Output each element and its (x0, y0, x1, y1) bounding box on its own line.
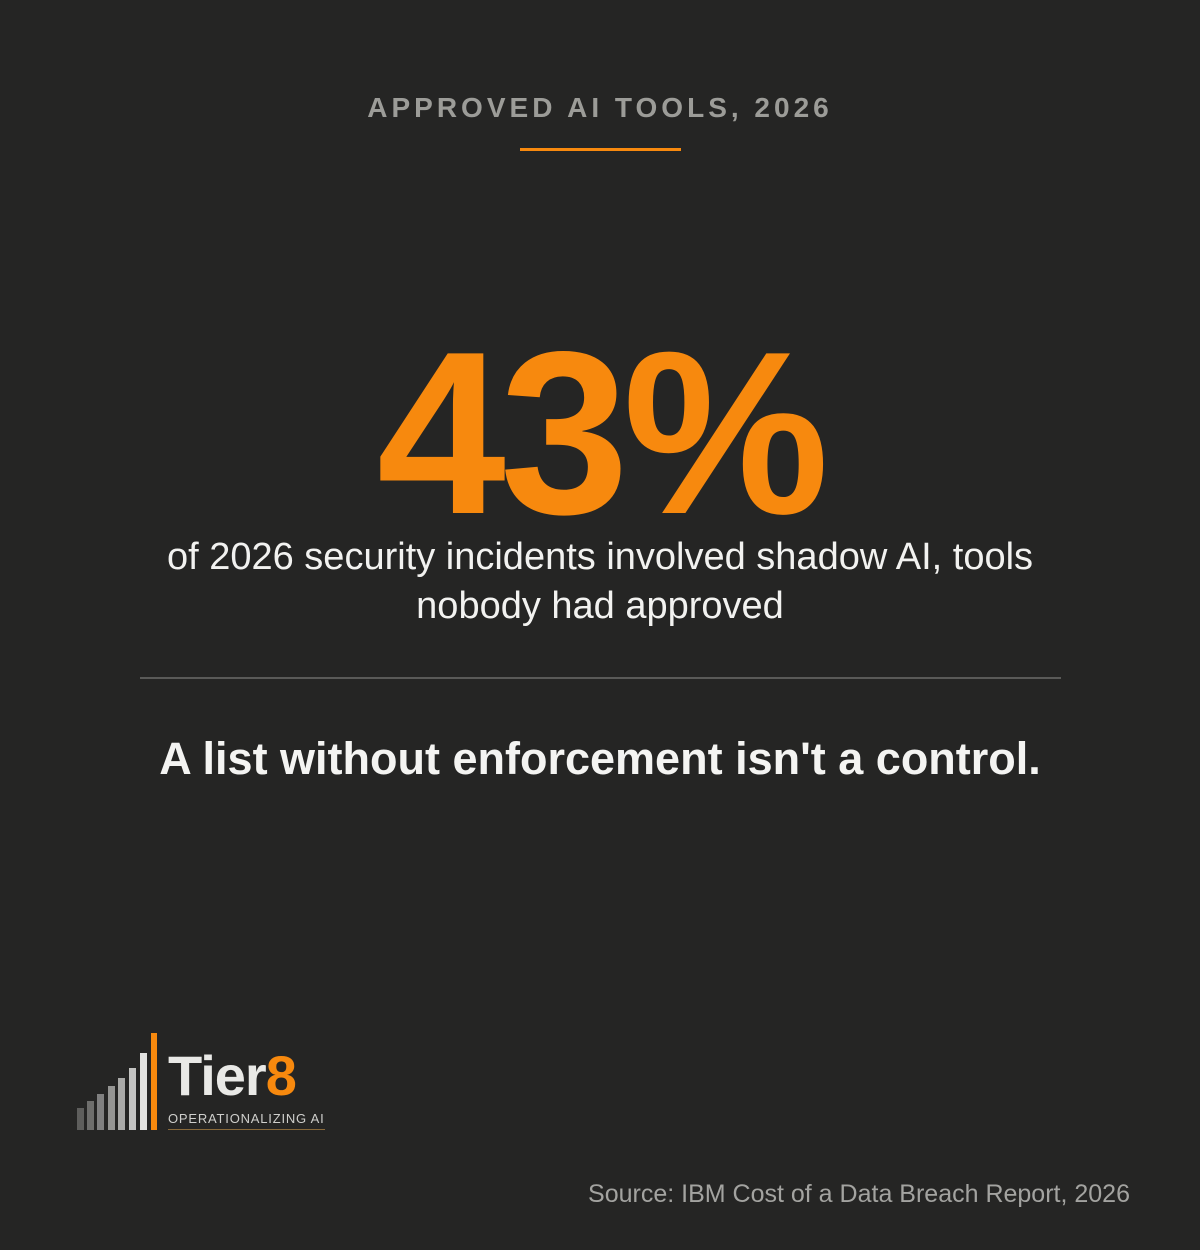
accent-line (520, 148, 681, 151)
stat-value: 43% (376, 304, 829, 563)
logo-word: Tier (168, 1044, 267, 1107)
logo-bar (87, 1101, 94, 1130)
logo-bars (77, 1033, 157, 1130)
logo-bar (129, 1068, 136, 1130)
tagline: A list without enforcement isn't a contr… (159, 733, 1041, 784)
header-title: APPROVED AI TOOLS, 2026 (367, 92, 833, 123)
stat-caption: of 2026 security incidents involved shad… (166, 536, 1034, 627)
logo-bar (118, 1078, 125, 1130)
source: Source: IBM Cost of a Data Breach Report… (588, 1180, 1130, 1208)
logo-bar (77, 1108, 84, 1130)
logo-number: 8 (265, 1044, 297, 1107)
logo-bar (151, 1033, 157, 1130)
logo-bar (140, 1053, 147, 1130)
logo-bar (108, 1086, 115, 1130)
logo-subtitle: OPERATIONALIZING AI (168, 1111, 325, 1130)
logo-bar (97, 1094, 104, 1130)
divider (140, 677, 1061, 679)
logo-name: Tier8 (168, 1048, 297, 1104)
